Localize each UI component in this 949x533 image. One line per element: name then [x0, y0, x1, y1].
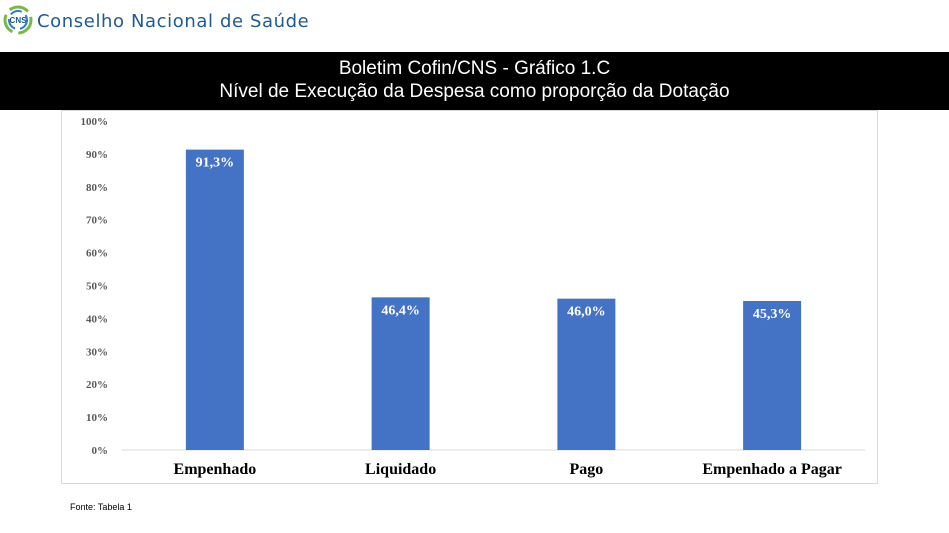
- chart-subtitle: Nível de Execução da Despesa como propor…: [219, 81, 730, 102]
- org-name: Conselho Nacional de Saúde: [37, 11, 310, 32]
- bar: [371, 297, 430, 450]
- y-tick-label: 10%: [86, 412, 108, 424]
- chart-title: Boletim Cofin/CNS - Gráfico 1.C: [338, 58, 611, 79]
- data-label: 46,0%: [567, 305, 606, 320]
- bar: [743, 300, 802, 450]
- page-header: CNS Conselho Nacional de Saúde: [0, 0, 949, 48]
- x-tick-label: Empenhado a Pagar: [702, 461, 842, 478]
- data-label: 45,3%: [753, 307, 792, 322]
- y-tick-label: 30%: [86, 346, 108, 358]
- cns-logo: CNS: [3, 5, 33, 35]
- y-tick-label: 80%: [86, 182, 108, 194]
- y-tick-label: 100%: [81, 116, 109, 128]
- cns-logo-text: CNS: [10, 16, 28, 25]
- y-tick-label: 60%: [86, 248, 108, 260]
- y-tick-label: 70%: [86, 215, 108, 227]
- bar: [185, 149, 244, 451]
- source-note: Fonte: Tabela 1: [70, 502, 132, 512]
- chart-area: 0% 10% 20% 30% 40% 50% 60% 70% 80% 90% 100% 91,3% Em…: [61, 110, 878, 484]
- y-tick-label: 50%: [86, 281, 108, 293]
- data-label: 46,4%: [381, 303, 420, 318]
- y-tick-label: 0%: [92, 445, 109, 457]
- x-tick-label: Liquidado: [365, 461, 436, 478]
- y-tick-label: 20%: [86, 379, 108, 391]
- x-tick-label: Pago: [569, 461, 603, 478]
- y-tick-label: 40%: [86, 313, 108, 325]
- bar-chart: 0% 10% 20% 30% 40% 50% 60% 70% 80% 90% 100% 91,3% Em…: [81, 116, 865, 478]
- bar: [557, 298, 616, 450]
- data-label: 91,3%: [196, 156, 235, 171]
- title-band: Boletim Cofin/CNS - Gráfico 1.C Nível de…: [0, 52, 949, 110]
- y-tick-label: 90%: [86, 149, 108, 161]
- x-tick-label: Empenhado: [174, 461, 257, 478]
